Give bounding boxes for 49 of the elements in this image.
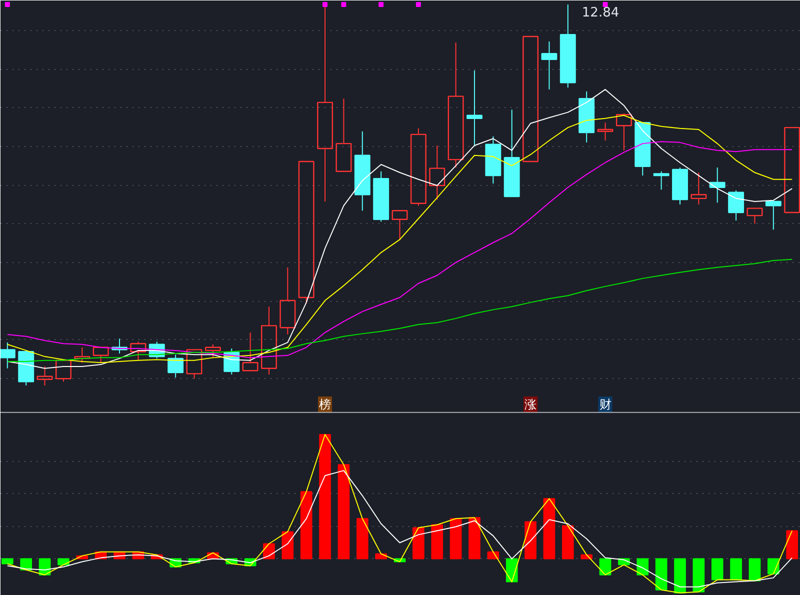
bar — [431, 524, 444, 560]
candlestick — [634, 122, 651, 176]
candlestick — [260, 306, 277, 375]
bar — [338, 464, 350, 560]
candlestick — [746, 208, 763, 224]
bar — [1, 558, 14, 564]
bar — [599, 558, 612, 576]
bar — [692, 558, 705, 592]
bar — [711, 558, 724, 580]
bar — [674, 558, 686, 594]
bar — [786, 530, 798, 560]
candlestick — [784, 126, 800, 214]
candlestick — [504, 109, 520, 198]
bar — [356, 518, 368, 560]
bar — [468, 517, 480, 560]
bar — [562, 525, 574, 560]
candlestick — [578, 90, 595, 143]
candlestick — [392, 210, 408, 240]
x-tick-label: 财 — [599, 398, 612, 412]
bar — [319, 434, 331, 560]
bar — [58, 558, 70, 566]
bar — [300, 491, 312, 560]
bar — [655, 558, 668, 590]
candlestick — [560, 4, 576, 88]
candlestick — [336, 98, 352, 172]
candlestick — [522, 36, 539, 162]
annotation: 12.84 — [582, 6, 620, 20]
bar — [730, 558, 742, 580]
bar — [450, 518, 462, 560]
candlestick — [168, 354, 184, 378]
bar — [282, 531, 294, 560]
candlestick — [36, 366, 53, 386]
bar — [748, 558, 761, 582]
bar — [375, 553, 387, 560]
bar — [412, 527, 424, 560]
candlestick — [466, 70, 482, 146]
candlestick — [709, 167, 726, 204]
bar — [524, 521, 536, 560]
candlestick — [765, 200, 782, 230]
bar — [543, 498, 556, 560]
candlestick — [242, 332, 258, 372]
candlestick — [280, 266, 296, 335]
candlestick — [690, 172, 707, 206]
candlestick — [597, 122, 614, 142]
x-tick-label: 榜 — [319, 398, 332, 412]
candlestick — [429, 144, 446, 200]
x-tick-label: 涨 — [524, 398, 537, 412]
candlestick — [541, 40, 558, 90]
candlestick — [354, 130, 370, 212]
